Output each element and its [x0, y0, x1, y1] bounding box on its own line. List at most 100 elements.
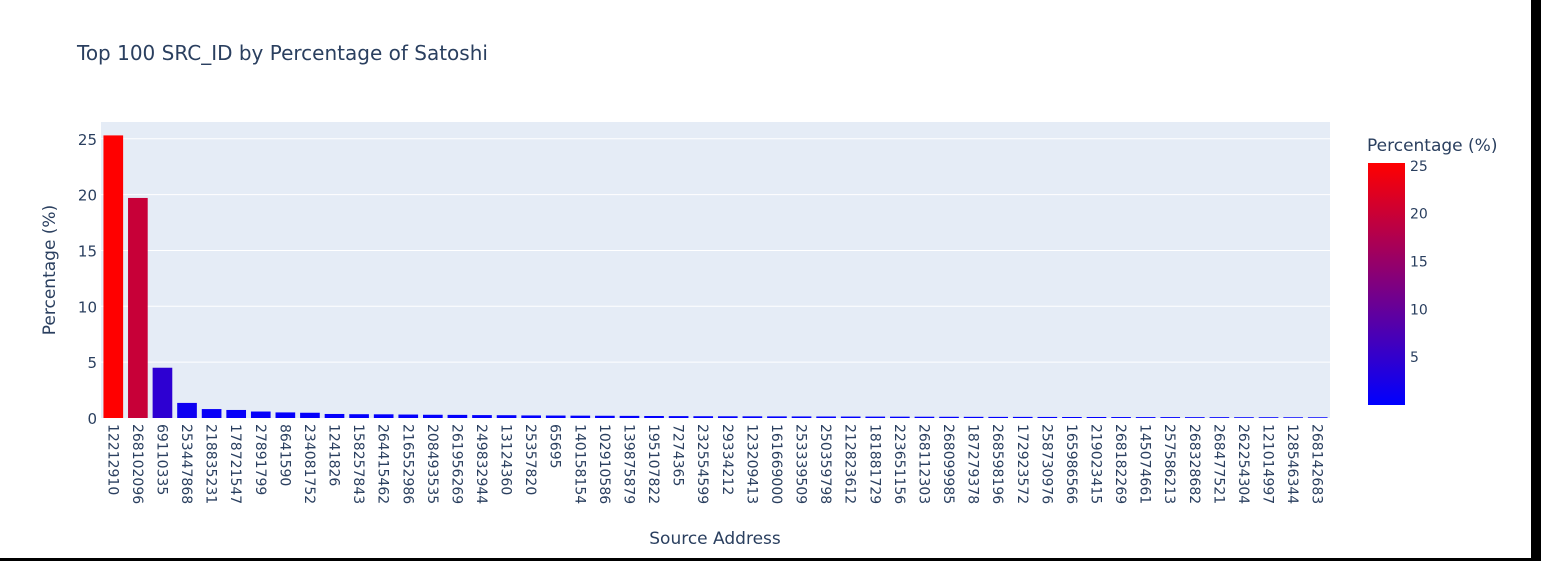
x-tick-label: 27891799: [252, 424, 268, 495]
colorbar-tick-label: 10: [1410, 302, 1428, 318]
bar: [1160, 417, 1181, 418]
x-tick-label: 262254304: [1235, 424, 1251, 504]
x-tick-label: 195107822: [645, 424, 661, 504]
x-tick-label: 250359798: [817, 424, 833, 504]
bar: [349, 414, 369, 418]
bar: [890, 416, 910, 418]
plot-area: [101, 122, 1330, 418]
bar: [767, 416, 787, 418]
bar: [1037, 416, 1058, 418]
x-tick-label: 123209413: [743, 424, 759, 504]
x-tick-label: 158257843: [350, 424, 366, 504]
bar: [1258, 417, 1279, 418]
bar: [619, 415, 640, 418]
bar: [988, 416, 1009, 418]
bar: [472, 415, 492, 418]
bar: [742, 416, 763, 418]
bar: [177, 402, 197, 418]
bar: [1111, 417, 1131, 418]
x-tick-label: 258730976: [1038, 424, 1054, 504]
x-tick-label: 25357820: [522, 424, 538, 495]
bar: [963, 416, 984, 418]
bar: [373, 414, 394, 418]
bar: [521, 415, 541, 418]
bar: [1234, 417, 1254, 418]
colorbar-title: Percentage (%): [1367, 136, 1497, 156]
x-tick-label: 29334212: [719, 424, 735, 495]
y-tick-label: 25: [78, 131, 97, 149]
x-tick-label: 249832944: [473, 424, 489, 504]
x-tick-label: 257586213: [1161, 424, 1177, 504]
bar: [398, 414, 419, 418]
x-tick-label: 216552986: [399, 424, 415, 504]
bar: [939, 416, 959, 418]
bar: [103, 135, 124, 418]
x-tick-label: 69110335: [153, 424, 169, 495]
x-tick-label: 161669000: [768, 424, 784, 504]
x-tick-label: 268182269: [1112, 424, 1128, 504]
y-tick-label: 15: [78, 242, 97, 260]
x-tick-label: 121014997: [1260, 424, 1276, 504]
bar: [324, 413, 345, 418]
colorbar-tick-label: 25: [1410, 159, 1428, 175]
y-tick-label: 5: [87, 354, 97, 372]
bar: [300, 412, 320, 418]
x-tick-label: 232554599: [694, 424, 710, 504]
x-tick-label: 264415462: [375, 424, 391, 504]
x-tick-label: 128546344: [1284, 424, 1300, 504]
x-tick-label: 219023415: [1087, 424, 1103, 504]
x-tick-label: 165986566: [1063, 424, 1079, 504]
bar: [496, 415, 517, 418]
chart-title: Top 100 SRC_ID by Percentage of Satoshi: [76, 41, 488, 65]
bar: [570, 415, 591, 418]
x-tick-label: 181881729: [866, 424, 882, 504]
bar: [201, 409, 222, 418]
y-tick-label: 20: [78, 187, 97, 205]
bar: [1184, 417, 1205, 418]
x-tick-label: 261956269: [448, 424, 464, 504]
bar: [668, 416, 689, 418]
x-tick-label: 212823612: [842, 424, 858, 504]
x-tick-label: 172923572: [1014, 424, 1030, 504]
x-tick-label: 13124360: [498, 424, 514, 495]
bar: [1209, 417, 1230, 418]
x-tick-label: 8641590: [276, 424, 292, 486]
bar: [447, 414, 468, 418]
bar: [840, 416, 861, 418]
bars: [103, 135, 1328, 418]
x-tick-label: 223651156: [891, 424, 907, 504]
y-tick-label: 10: [78, 298, 97, 316]
bar: [595, 415, 615, 418]
bar: [816, 416, 836, 418]
x-tick-label: 253339509: [793, 424, 809, 504]
x-tick-label: 208493535: [424, 424, 440, 504]
x-tick-label: 268598196: [989, 424, 1005, 504]
x-tick-label: 65695: [547, 424, 563, 469]
x-axis-label: Source Address: [649, 529, 781, 549]
colorbar-tick-label: 5: [1410, 350, 1419, 366]
y-axis-ticks: 0 5 10 15 20 25: [78, 131, 97, 428]
window-edge-bottom: [0, 558, 1541, 561]
x-tick-label: 268477521: [1210, 424, 1226, 504]
colorbar: [1368, 163, 1405, 405]
bar: [693, 416, 714, 418]
colorbar-tick-label: 15: [1410, 255, 1428, 271]
window-edge-right: [1531, 0, 1541, 561]
x-tick-label: 178721547: [227, 424, 243, 504]
x-tick-label: 268328682: [1186, 424, 1202, 504]
x-tick-label: 268102096: [129, 424, 145, 504]
bar: [865, 416, 886, 418]
x-tick-label: 140158154: [571, 424, 587, 504]
x-tick-label: 139875879: [620, 424, 636, 504]
x-tick-label: 234081752: [301, 424, 317, 504]
bar: [226, 409, 247, 418]
x-tick-label: 7274365: [670, 424, 686, 486]
bar: [128, 197, 148, 418]
y-axis-label: Percentage (%): [40, 205, 60, 335]
bar: [275, 412, 296, 418]
x-tick-label: 268112303: [915, 424, 931, 504]
bar: [152, 367, 173, 418]
bar: [1307, 417, 1328, 418]
